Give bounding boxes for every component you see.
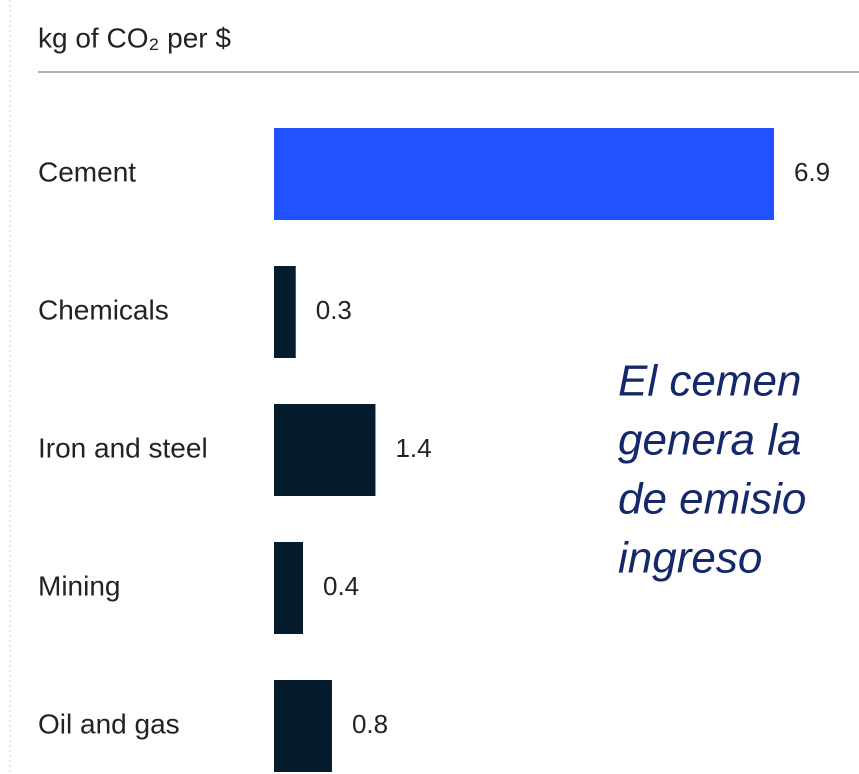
- bar: [274, 266, 296, 358]
- category-label: Iron and steel: [38, 432, 208, 463]
- category-label: Mining: [38, 570, 120, 601]
- value-label: 0.4: [323, 571, 359, 601]
- annotation-line: El cemen: [618, 357, 801, 406]
- bar: [274, 542, 303, 634]
- category-label: Oil and gas: [38, 708, 180, 739]
- value-label: 1.4: [395, 433, 431, 463]
- category-label: Cement: [38, 156, 136, 187]
- annotation-line: genera la: [618, 416, 801, 465]
- bar: [274, 128, 774, 220]
- bar: [274, 680, 332, 772]
- annotation-line: de emisio: [618, 475, 806, 524]
- value-label: 6.9: [794, 157, 830, 187]
- annotation-line: ingreso: [618, 534, 762, 583]
- bar: [274, 404, 376, 496]
- category-label: Chemicals: [38, 294, 169, 325]
- value-label: 0.8: [352, 709, 388, 739]
- chart-title: kg of CO₂ per $: [38, 22, 231, 53]
- value-label: 0.3: [316, 295, 352, 325]
